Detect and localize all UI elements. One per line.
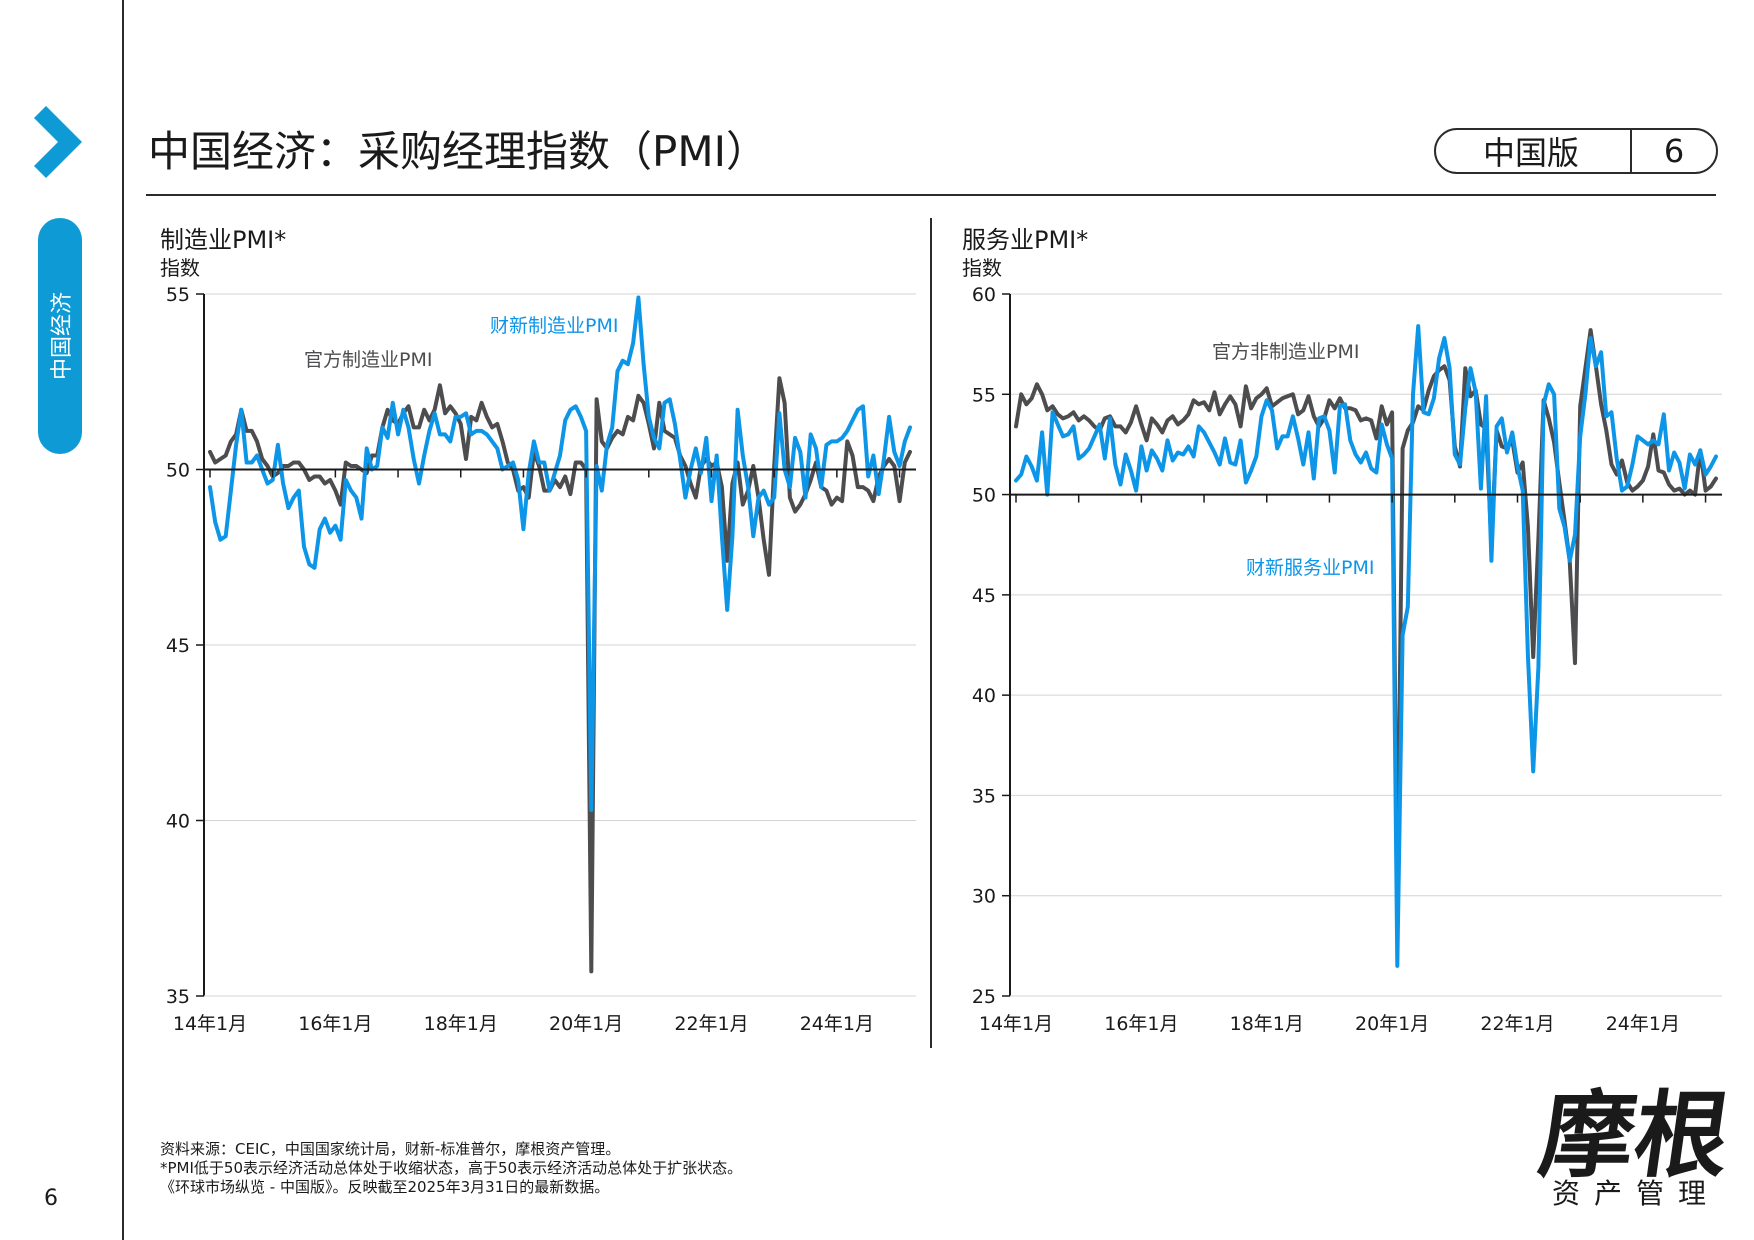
- footnote-date: 《环球市场纵览 - 中国版》。反映截至2025年3月31日的最新数据。: [160, 1178, 610, 1196]
- section-tab[interactable]: [38, 218, 82, 454]
- y-tick-label: 60: [972, 284, 996, 306]
- chart-title-manufacturing: 制造业PMI*: [160, 226, 287, 254]
- y-tick-label: 50: [166, 460, 190, 482]
- x-tick-label: 18年1月: [1230, 1013, 1304, 1035]
- x-tick-label: 18年1月: [424, 1013, 498, 1035]
- slide-number: 6: [1663, 132, 1685, 170]
- edition-label: 中国版: [1482, 134, 1579, 172]
- series-annotation: 财新制造业PMI: [490, 315, 618, 337]
- series-annotation: 官方制造业PMI: [304, 349, 432, 371]
- series-annotation: 官方非制造业PMI: [1212, 341, 1359, 363]
- y-tick-label: 40: [972, 685, 996, 707]
- logo-subtitle: 资产管理: [1552, 1177, 1721, 1210]
- chart-unit-services: 指数: [962, 256, 1002, 280]
- y-tick-label: 50: [972, 485, 996, 507]
- footnote-definition: *PMI低于50表示经济活动总体处于收缩状态，高于50表示经济活动总体处于扩张状…: [160, 1159, 743, 1177]
- footnote: 资料来源：CEIC，中国国家统计局，财新-标准普尔，摩根资产管理。 *PMI低于…: [160, 1140, 742, 1197]
- y-tick-label: 30: [972, 886, 996, 908]
- panel-divider: [930, 218, 932, 1048]
- y-tick-label: 45: [166, 635, 190, 657]
- y-tick-label: 55: [972, 384, 996, 406]
- y-tick-label: 55: [166, 284, 190, 306]
- x-tick-label: 24年1月: [800, 1013, 874, 1035]
- y-tick-label: 45: [972, 585, 996, 607]
- chevron-right-icon: [34, 106, 82, 178]
- footnote-source: 资料来源：CEIC，中国国家统计局，财新-标准普尔，摩根资产管理。: [160, 1140, 621, 1158]
- y-tick-label: 40: [166, 811, 190, 833]
- x-tick-label: 22年1月: [1480, 1013, 1554, 1035]
- x-tick-label: 20年1月: [1355, 1013, 1429, 1035]
- page-number: 6: [44, 1186, 58, 1211]
- x-tick-label: 14年1月: [173, 1013, 247, 1035]
- x-tick-label: 20年1月: [549, 1013, 623, 1035]
- title-rule: [146, 194, 1716, 196]
- sidebar-divider: [122, 0, 124, 1240]
- series-line-0: [1014, 328, 1718, 906]
- y-tick-label: 35: [972, 785, 996, 807]
- edition-divider: [1630, 130, 1632, 172]
- series-line-0: [208, 376, 912, 974]
- chart-unit-manufacturing: 指数: [160, 256, 200, 280]
- series-line-1: [208, 295, 912, 812]
- x-tick-label: 24年1月: [1606, 1013, 1680, 1035]
- edition-badge: [1434, 128, 1718, 174]
- page-title: 中国经济：采购经理指数（PMI）: [148, 127, 768, 176]
- chart-title-services: 服务业PMI*: [962, 226, 1089, 254]
- x-tick-label: 22年1月: [674, 1013, 748, 1035]
- x-tick-label: 16年1月: [298, 1013, 372, 1035]
- y-tick-label: 35: [166, 986, 190, 1008]
- x-tick-label: 16年1月: [1104, 1013, 1178, 1035]
- series-line-1: [1014, 324, 1718, 968]
- x-tick-label: 14年1月: [979, 1013, 1053, 1035]
- y-tick-label: 25: [972, 986, 996, 1008]
- series-annotation: 财新服务业PMI: [1246, 557, 1374, 579]
